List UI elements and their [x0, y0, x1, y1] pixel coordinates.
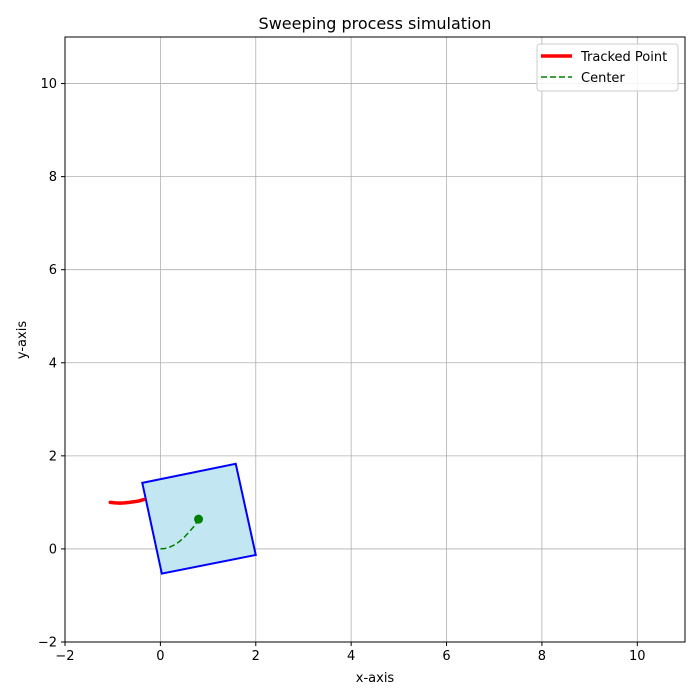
chart-title: Sweeping process simulation: [259, 14, 492, 33]
x-tick-label: 4: [347, 649, 355, 664]
x-tick-label: 6: [442, 649, 450, 664]
plot-area: −2 0 2 4 6 8 10 −2 0 2 4 6 8 10: [38, 36, 686, 664]
y-tick-label: 2: [49, 449, 57, 464]
legend-label-center: Center: [581, 71, 625, 86]
y-tick-label: 0: [49, 542, 57, 557]
series-line-center: [160, 519, 200, 550]
legend: Tracked Point Center: [536, 43, 679, 92]
center-marker: [194, 514, 204, 524]
x-tick-label: 10: [629, 649, 646, 664]
x-tick-label: −2: [55, 649, 74, 664]
x-tick-label: 0: [156, 649, 164, 664]
x-tick-label: 8: [538, 649, 546, 664]
x-axis-title: x-axis: [356, 671, 395, 686]
y-tick-label: 4: [49, 356, 57, 371]
y-tick-label: 10: [40, 77, 57, 92]
y-tick-label: 8: [49, 170, 57, 185]
y-tick-label: 6: [49, 263, 57, 278]
legend-label-tracked-point: Tracked Point: [580, 50, 667, 65]
x-tick-label: 2: [252, 649, 260, 664]
axes-frame: [64, 36, 686, 643]
legend-box: [536, 43, 679, 92]
y-axis-title: y-axis: [15, 321, 30, 359]
series-line-tracked-point: [108, 497, 146, 505]
y-tick-label: −2: [38, 636, 57, 651]
